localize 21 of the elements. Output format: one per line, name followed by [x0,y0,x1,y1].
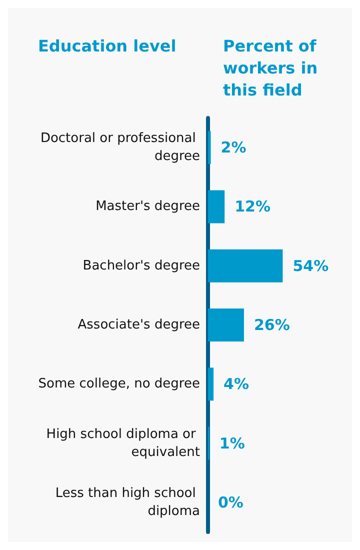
y-tick-label: Doctoral or professional degree [40,131,200,164]
x-axis-title: Percent of workers in this field [223,36,318,100]
bar [208,249,283,282]
bar [208,190,225,224]
data-label: 12% [234,198,271,216]
data-label: 4% [224,375,249,394]
y-tick-label: Master's degree [96,199,200,214]
data-label: 0% [218,493,244,512]
bar [208,308,244,342]
bar [208,131,211,164]
y-tick-label: Less than high school diploma [55,486,200,519]
data-label: 2% [220,138,246,157]
bar [208,368,214,401]
y-tick-label: Bachelor's degree [82,258,200,274]
data-label: 54% [292,256,329,275]
data-label: 1% [219,434,245,452]
data-label: 26% [254,316,290,334]
y-tick-label: High school diploma or equivalent [46,426,200,460]
y-axis-title: Education level [38,36,176,56]
y-tick-label: Some college, no degree [38,376,200,392]
y-tick-label: Associate's degree [78,318,200,332]
